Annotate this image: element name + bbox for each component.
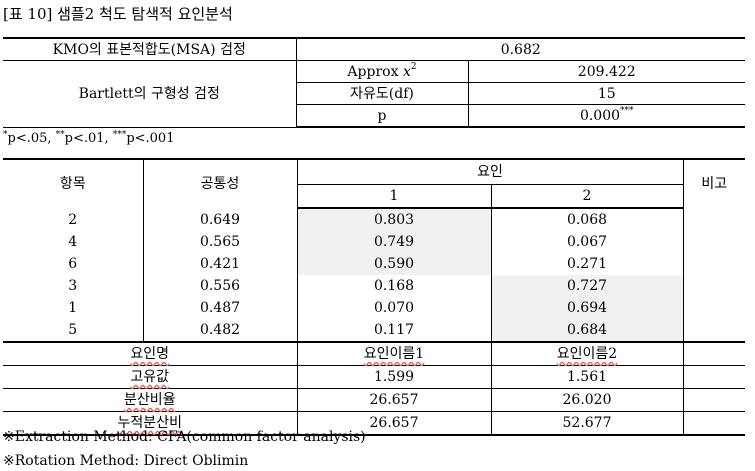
kmo-bartlett-table: KMO의 표본적합도(MSA) 검정 0.682 Bartlett의 구형성 검… bbox=[3, 37, 745, 128]
summary-label: 요인명 bbox=[3, 341, 298, 366]
summary-factor-2: 요인이름2 bbox=[490, 341, 684, 366]
summary-factor-1: 요인이름1 bbox=[296, 341, 492, 366]
bartlett-row: p 0.000*** bbox=[3, 104, 745, 128]
bartlett-row: Bartlett의 구형성 검정 Approx x2 209.422 bbox=[3, 60, 745, 128]
communality-cell: 0.421 bbox=[142, 253, 298, 275]
item-cell: 2 bbox=[3, 208, 144, 231]
factor-2-loading: 0.694 bbox=[490, 297, 684, 319]
subheader-row: 1 2 bbox=[3, 184, 745, 209]
bartlett-stat-value: 15 bbox=[467, 82, 745, 105]
summary-factor-2: 26.020 bbox=[490, 388, 684, 412]
summary-factor-2: 1.561 bbox=[490, 365, 684, 389]
item-cell: 6 bbox=[3, 253, 144, 275]
kmo-label: KMO의 표본적합도(MSA) 검정 bbox=[3, 37, 297, 61]
footnote-rotation: ※Rotation Method: Direct Oblimin bbox=[3, 453, 249, 469]
item-cell: 3 bbox=[3, 275, 144, 297]
header-communality: 공통성 bbox=[142, 158, 298, 208]
remark-cell bbox=[682, 411, 745, 436]
item-cell: 4 bbox=[3, 231, 144, 253]
remark-cell bbox=[682, 388, 745, 412]
factor-analysis-table: 항목 공통성 요인 비고 1 2 2 0.649 0.803 0.068 4 0.565 0… bbox=[3, 158, 745, 436]
item-cell: 1 bbox=[3, 297, 144, 319]
factor-2-loading: 0.684 bbox=[490, 319, 684, 342]
factor-1-loading: 0.749 bbox=[296, 231, 492, 253]
summary-factor-1: 1.599 bbox=[296, 365, 492, 389]
header-factor-2: 2 bbox=[490, 184, 684, 209]
summary-label: 누적분산비 bbox=[3, 411, 298, 436]
summary-row: 요인명 요인이름1 요인이름2 bbox=[3, 341, 745, 366]
table-row: 4 0.565 0.749 0.067 bbox=[3, 231, 745, 253]
summary-label: 고유값 bbox=[3, 365, 298, 389]
chi-superscript: 2 bbox=[410, 61, 417, 72]
chi-symbol: x bbox=[402, 63, 411, 80]
footnote-extraction: ※Extraction Method: CFA(common factor an… bbox=[3, 429, 366, 445]
kmo-row: KMO의 표본적합도(MSA) 검정 0.682 bbox=[3, 37, 745, 61]
table-row: 2 0.649 0.803 0.068 bbox=[3, 208, 745, 231]
communality-cell: 0.565 bbox=[142, 231, 298, 253]
table-row: 3 0.556 0.168 0.727 bbox=[3, 275, 745, 297]
bartlett-row: 자유도(df) 15 bbox=[3, 82, 745, 105]
remark-cell bbox=[682, 365, 745, 389]
table-row: 1 0.487 0.070 0.694 bbox=[3, 297, 745, 319]
factor-2-loading: 0.727 bbox=[490, 275, 684, 297]
remark-cell bbox=[682, 341, 745, 366]
table-row: 6 0.421 0.590 0.271 bbox=[3, 253, 745, 275]
factor-2-loading: 0.067 bbox=[490, 231, 684, 253]
header-item: 항목 bbox=[3, 158, 144, 208]
header-remark: 비고 bbox=[682, 158, 745, 208]
bartlett-stat-name: Approx x2 bbox=[295, 60, 469, 83]
header-factor: 요인 bbox=[296, 158, 684, 185]
significance-marker: *** bbox=[620, 105, 634, 116]
bartlett-stat-name: p bbox=[295, 104, 469, 128]
factor-1-loading: 0.168 bbox=[296, 275, 492, 297]
table-row: 5 0.482 0.117 0.684 bbox=[3, 319, 745, 342]
bartlett-label: Bartlett의 구형성 검정 bbox=[3, 60, 297, 128]
significance-note: *p<.05, **p<.01, ***p<.001 bbox=[3, 130, 175, 147]
summary-factor-1: 26.657 bbox=[296, 411, 492, 436]
summary-label: 분산비율 bbox=[3, 388, 298, 412]
communality-cell: 0.482 bbox=[142, 319, 298, 342]
summary-row: 고유값 1.599 1.561 bbox=[3, 365, 745, 389]
bartlett-stat-name: 자유도(df) bbox=[295, 82, 469, 105]
summary-row: 누적분산비 26.657 52.677 bbox=[3, 411, 745, 436]
remark-cell bbox=[682, 253, 745, 275]
communality-cell: 0.556 bbox=[142, 275, 298, 297]
summary-factor-2: 52.677 bbox=[490, 411, 684, 436]
factor-1-loading: 0.803 bbox=[296, 208, 492, 231]
remark-cell bbox=[682, 297, 745, 319]
factor-1-loading: 0.070 bbox=[296, 297, 492, 319]
communality-cell: 0.487 bbox=[142, 297, 298, 319]
factor-2-loading: 0.271 bbox=[490, 253, 684, 275]
table-caption: [표 10] 샘플2 척도 탐색적 요인분석 bbox=[3, 5, 233, 23]
factor-1-loading: 0.117 bbox=[296, 319, 492, 342]
summary-factor-1: 26.657 bbox=[296, 388, 492, 412]
remark-cell bbox=[682, 208, 745, 231]
remark-cell bbox=[682, 275, 745, 297]
bartlett-stat-value: 0.000*** bbox=[467, 104, 745, 128]
summary-row: 분산비율 26.657 26.020 bbox=[3, 388, 745, 412]
item-cell: 5 bbox=[3, 319, 144, 342]
factor-1-loading: 0.590 bbox=[296, 253, 492, 275]
remark-cell bbox=[682, 231, 745, 253]
factor-2-loading: 0.068 bbox=[490, 208, 684, 231]
header-factor-1: 1 bbox=[296, 184, 492, 209]
communality-cell: 0.649 bbox=[142, 208, 298, 231]
remark-cell bbox=[682, 319, 745, 342]
bartlett-stat-value: 209.422 bbox=[467, 60, 745, 83]
kmo-value: 0.682 bbox=[295, 37, 745, 61]
header-row: 항목 공통성 요인 비고 bbox=[3, 158, 745, 208]
